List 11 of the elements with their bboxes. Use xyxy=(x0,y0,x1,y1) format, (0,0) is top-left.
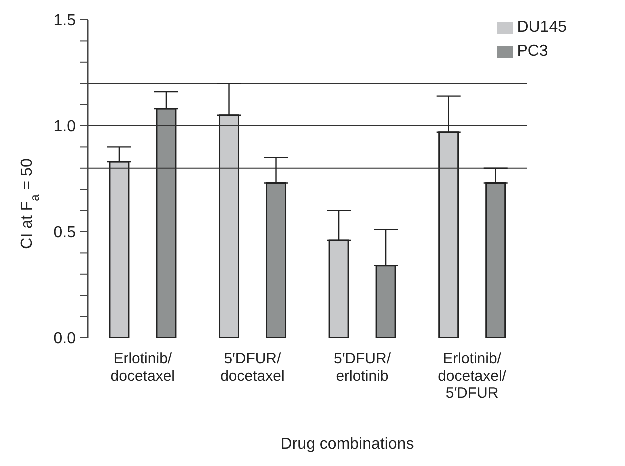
legend-label: PC3 xyxy=(517,43,548,60)
x-tick-label: 5′DFUR/ docetaxel xyxy=(220,350,285,385)
x-tick-label: Erlotinib/ docetaxel xyxy=(110,350,176,385)
y-tick-label: 1.5 xyxy=(54,12,76,30)
legend-label: DU145 xyxy=(517,19,567,36)
y-tick-label: 0.5 xyxy=(54,224,76,242)
x-tick-label: 5′DFUR/ erlotinib xyxy=(334,350,392,385)
x-tick-label: Erlotinib/ docetaxel/ 5′DFUR xyxy=(438,350,508,402)
y-tick-label: 0.0 xyxy=(54,330,76,348)
x-axis-title: Drug combinations xyxy=(280,436,416,454)
y-tick-label: 1.0 xyxy=(54,118,76,136)
